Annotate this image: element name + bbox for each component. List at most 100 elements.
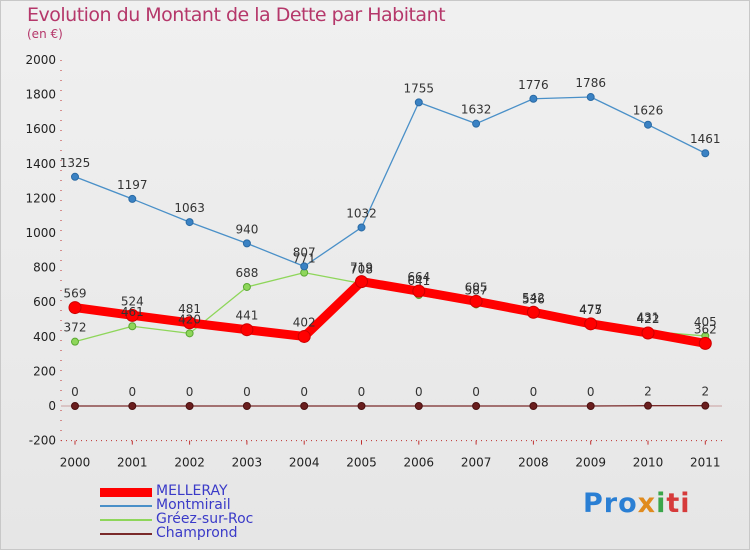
y-tick-label: 1000: [25, 226, 56, 240]
chart-title: Evolution du Montant de la Dette par Hab…: [27, 4, 446, 26]
x-tick-label: 2010: [633, 456, 664, 470]
data-label: 402: [293, 315, 316, 329]
data-label: 542: [522, 291, 545, 305]
data-label: 0: [472, 385, 480, 399]
y-tick-label: 200: [33, 364, 56, 378]
data-point: [414, 98, 423, 107]
data-label: 477: [579, 302, 602, 316]
data-point: [529, 402, 538, 410]
data-point: [185, 218, 194, 227]
data-label: 0: [300, 385, 308, 399]
data-point: [414, 402, 423, 410]
data-labels: 0 0 0 0 0 0 0 0 0 0 2 2 372 461 420 688 771 708 641 587 536 4…: [60, 76, 721, 399]
data-point: [412, 284, 426, 298]
data-point: [644, 120, 652, 129]
data-point: [472, 119, 481, 128]
y-tick-label: 2000: [25, 53, 56, 67]
data-label: 405: [694, 315, 717, 329]
data-point: [300, 402, 309, 410]
data-point: [242, 282, 251, 291]
data-point: [300, 262, 309, 271]
data-point: [128, 402, 137, 410]
data-label: 475: [579, 303, 602, 317]
data-label: 587: [465, 283, 488, 297]
data-label: 2: [701, 385, 709, 399]
data-point: [701, 401, 710, 410]
data-label: 1461: [690, 132, 721, 146]
data-point: [240, 323, 254, 337]
data-label: 1786: [575, 76, 606, 90]
data-label: 719: [350, 261, 373, 275]
data-label: 1063: [174, 201, 205, 215]
data-label: 0: [71, 385, 79, 399]
data-point: [529, 94, 538, 103]
y-tick-label: 1400: [25, 157, 56, 171]
legend-swatch: [100, 519, 152, 521]
data-point: [185, 329, 194, 338]
data-label: 372: [64, 321, 87, 335]
data-point: [641, 326, 655, 340]
data-label: 1325: [60, 156, 91, 170]
data-point: [698, 336, 712, 350]
legend-label: Gréez-sur-Roc: [156, 511, 254, 527]
data-label: 362: [694, 322, 717, 336]
data-point: [183, 316, 197, 330]
data-label: 536: [522, 292, 545, 306]
data-point: [68, 301, 82, 315]
data-label: 0: [128, 385, 136, 399]
x-tick-label: 2004: [289, 456, 320, 470]
data-point: [526, 305, 540, 319]
data-label: 1032: [346, 206, 377, 220]
x-tick-label: 2008: [518, 456, 549, 470]
data-label: 1776: [518, 78, 549, 92]
series-line-1: [74, 96, 706, 268]
data-label: 0: [243, 385, 251, 399]
data-label: 605: [465, 280, 488, 294]
data-point: [128, 322, 137, 331]
data-label: 569: [64, 287, 87, 301]
x-tick-label: 2000: [60, 456, 91, 470]
data-point: [586, 402, 595, 410]
data-label: 422: [637, 312, 660, 326]
data-point: [644, 401, 652, 410]
y-tick-label: 1800: [25, 88, 56, 102]
data-point: [469, 294, 483, 308]
legend-label: Montmirail: [156, 497, 231, 513]
chart-unit: (en €): [27, 27, 63, 41]
x-tick-label: 2006: [404, 456, 435, 470]
y-tick-label: -200: [29, 434, 56, 448]
series-layer: [68, 93, 712, 410]
axes: -200020040060080010001200140016001800200…: [25, 53, 722, 470]
data-label: 807: [293, 245, 316, 259]
data-point: [701, 149, 710, 158]
legend-swatch: [100, 505, 152, 507]
data-label: 641: [407, 274, 430, 288]
x-tick-label: 2005: [346, 456, 377, 470]
data-label: 461: [121, 305, 144, 319]
data-point: [586, 93, 595, 102]
data-label: 524: [121, 294, 144, 308]
legend-swatch: [100, 487, 152, 497]
data-point: [355, 275, 368, 289]
x-tick-label: 2001: [117, 456, 148, 470]
y-tick-label: 800: [33, 261, 56, 275]
proxiti-logo: Proxiti: [583, 488, 691, 519]
x-tick-label: 2009: [575, 456, 606, 470]
data-point: [357, 402, 366, 410]
data-label: 0: [415, 385, 423, 399]
data-label: 940: [235, 222, 258, 236]
data-point: [357, 223, 366, 232]
y-tick-label: 0: [48, 399, 56, 413]
x-tick-label: 2007: [461, 456, 492, 470]
legend-label: MELLERAY: [156, 483, 228, 499]
data-label: 1197: [117, 178, 148, 192]
data-label: 481: [178, 302, 201, 316]
data-point: [125, 308, 139, 322]
legend-label: Champrond: [156, 525, 238, 541]
x-tick-label: 2002: [174, 456, 205, 470]
data-label: 0: [530, 385, 538, 399]
data-point: [297, 329, 311, 343]
data-point: [584, 317, 598, 331]
data-label: 1626: [633, 104, 664, 118]
